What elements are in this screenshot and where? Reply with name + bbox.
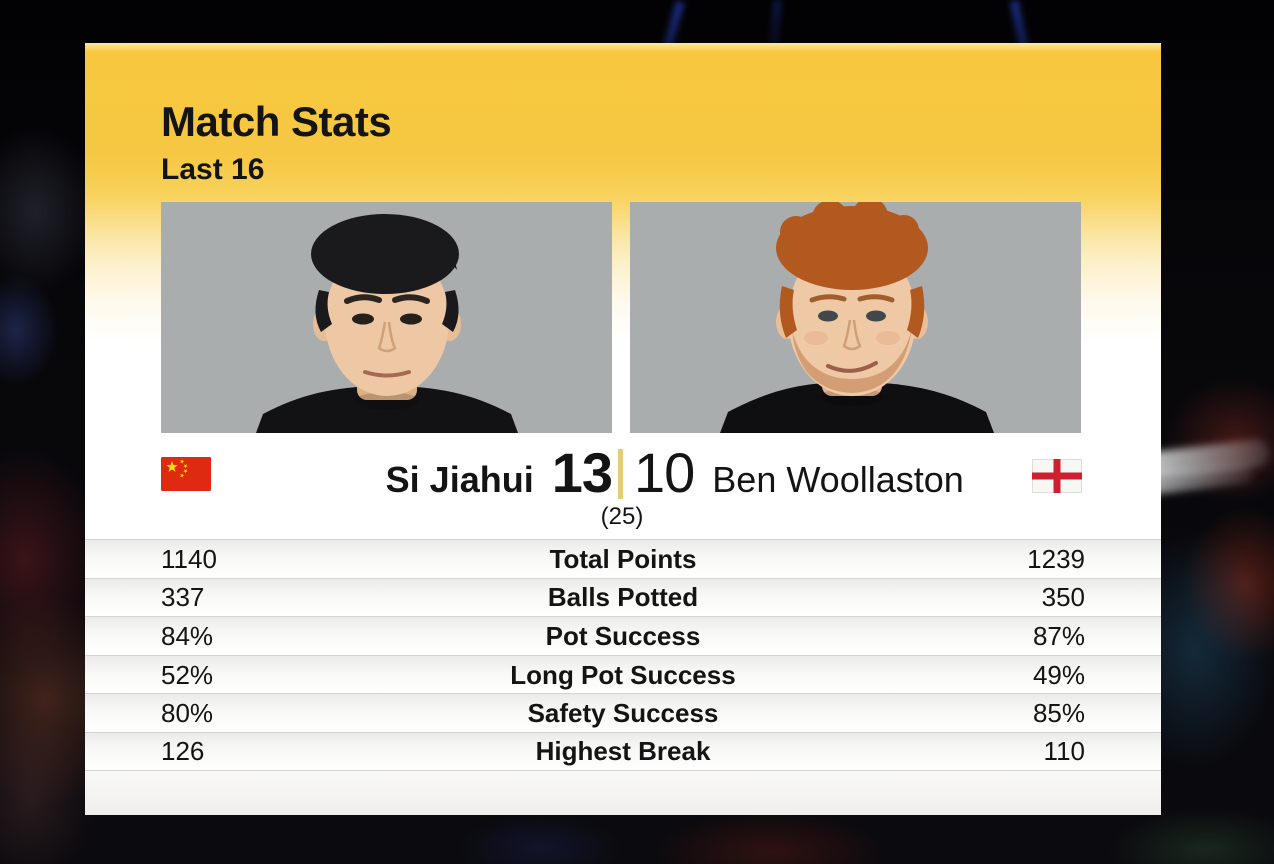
stat-value-right: 49%	[1032, 659, 1085, 690]
england-flag-icon	[1032, 459, 1082, 493]
stat-label: Safety Success	[527, 698, 719, 729]
china-flag-icon	[161, 457, 211, 491]
stat-row: 52% Long Pot Success 49%	[85, 654, 1161, 694]
stat-label: Total Points	[549, 543, 697, 574]
stat-value-left: 126	[161, 736, 205, 767]
page-title: Match Stats	[161, 98, 392, 145]
stats-table: 1140 Total Points 1239 337 Balls Potted …	[85, 539, 1161, 771]
stat-row: 80% Safety Success 85%	[85, 693, 1161, 732]
stat-label: Balls Potted	[547, 582, 699, 613]
player-score-left: 13	[551, 441, 613, 504]
stat-label: Long Pot Success	[510, 659, 736, 690]
stat-value-right: 87%	[1032, 620, 1085, 651]
stat-row: 337 Balls Potted 350	[85, 577, 1161, 617]
match-stats-card: Match Stats Last 16	[85, 43, 1161, 815]
player-photo-ben-woollaston	[630, 202, 1081, 433]
stat-value-left: 337	[161, 582, 205, 613]
frames-note: (25)	[600, 503, 644, 530]
stat-label: Highest Break	[535, 736, 711, 767]
player-photos	[161, 202, 1081, 433]
stat-value-right: 1239	[1027, 543, 1085, 574]
stat-row: 126 Highest Break 110	[85, 731, 1161, 771]
stat-value-left: 1140	[161, 543, 217, 574]
player-score-right: 10	[634, 441, 695, 504]
stat-label: Pot Success	[545, 620, 701, 651]
stat-row: 1140 Total Points 1239	[85, 539, 1161, 578]
player-name-right: Ben Woollaston	[712, 459, 964, 500]
stat-value-left: 80%	[161, 698, 214, 729]
stat-row: 84% Pot Success 87%	[85, 616, 1161, 655]
stat-value-right: 110	[1043, 736, 1085, 767]
player-photo-si-jiahui	[161, 202, 612, 433]
stat-value-right: 85%	[1032, 698, 1085, 729]
score-left-group: Si Jiahui 13	[385, 441, 613, 504]
stat-value-right: 350	[1041, 582, 1085, 613]
score-divider	[618, 449, 623, 499]
player-name-left: Si Jiahui	[385, 459, 534, 500]
stat-value-left: 52%	[161, 659, 214, 690]
round-label: Last 16	[161, 153, 265, 186]
score-right-group: 10 Ben Woollaston	[634, 445, 964, 501]
stat-value-left: 84%	[161, 620, 214, 651]
